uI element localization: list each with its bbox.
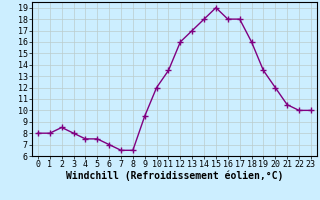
X-axis label: Windchill (Refroidissement éolien,°C): Windchill (Refroidissement éolien,°C) [66,171,283,181]
